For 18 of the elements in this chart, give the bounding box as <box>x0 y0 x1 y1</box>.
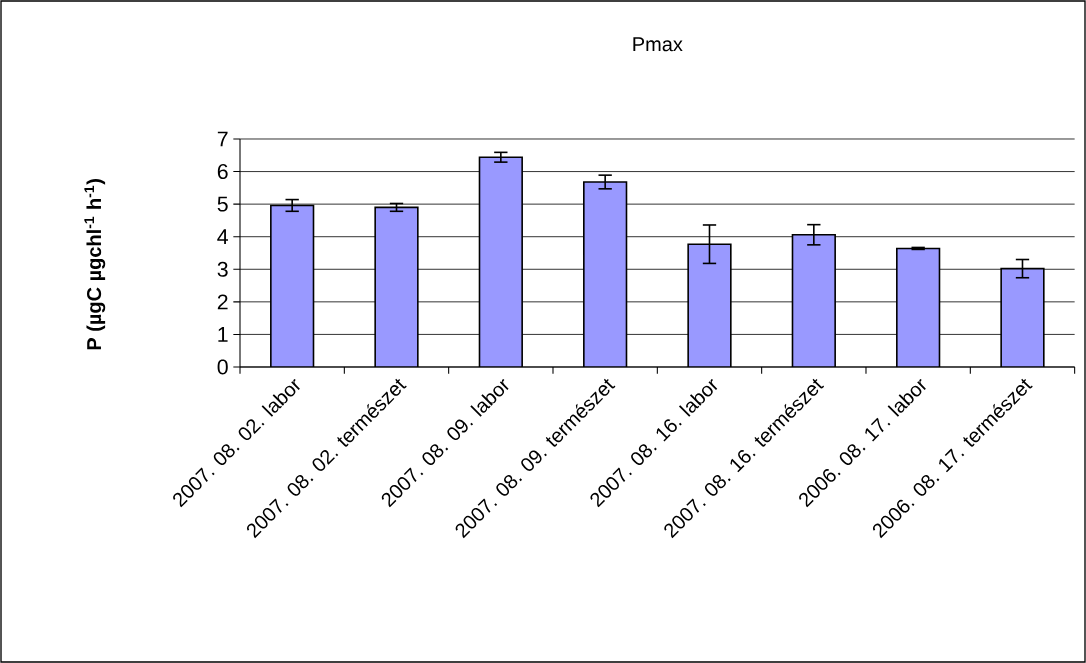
bar <box>1000 267 1045 367</box>
bar <box>896 247 941 367</box>
y-tick-label: 7 <box>217 131 228 147</box>
y-tick-label: 5 <box>217 196 228 212</box>
chart-title: Pmax <box>633 37 683 52</box>
y-tick-label: 2 <box>217 294 228 310</box>
y-tick-label: 4 <box>217 229 228 245</box>
bar <box>687 243 732 367</box>
bar <box>583 181 628 367</box>
y-tick-label: 3 <box>217 261 228 277</box>
y-axis-title: P (µgC µgchl$^{-1}$ h$^{-1}$) <box>84 179 106 350</box>
y-tick-label: 6 <box>217 164 228 180</box>
bar <box>270 204 315 367</box>
y-tick-label: 0 <box>217 359 228 375</box>
bar <box>791 233 836 367</box>
bar <box>374 206 419 367</box>
bar <box>478 156 523 367</box>
y-tick-label: 1 <box>218 327 228 342</box>
